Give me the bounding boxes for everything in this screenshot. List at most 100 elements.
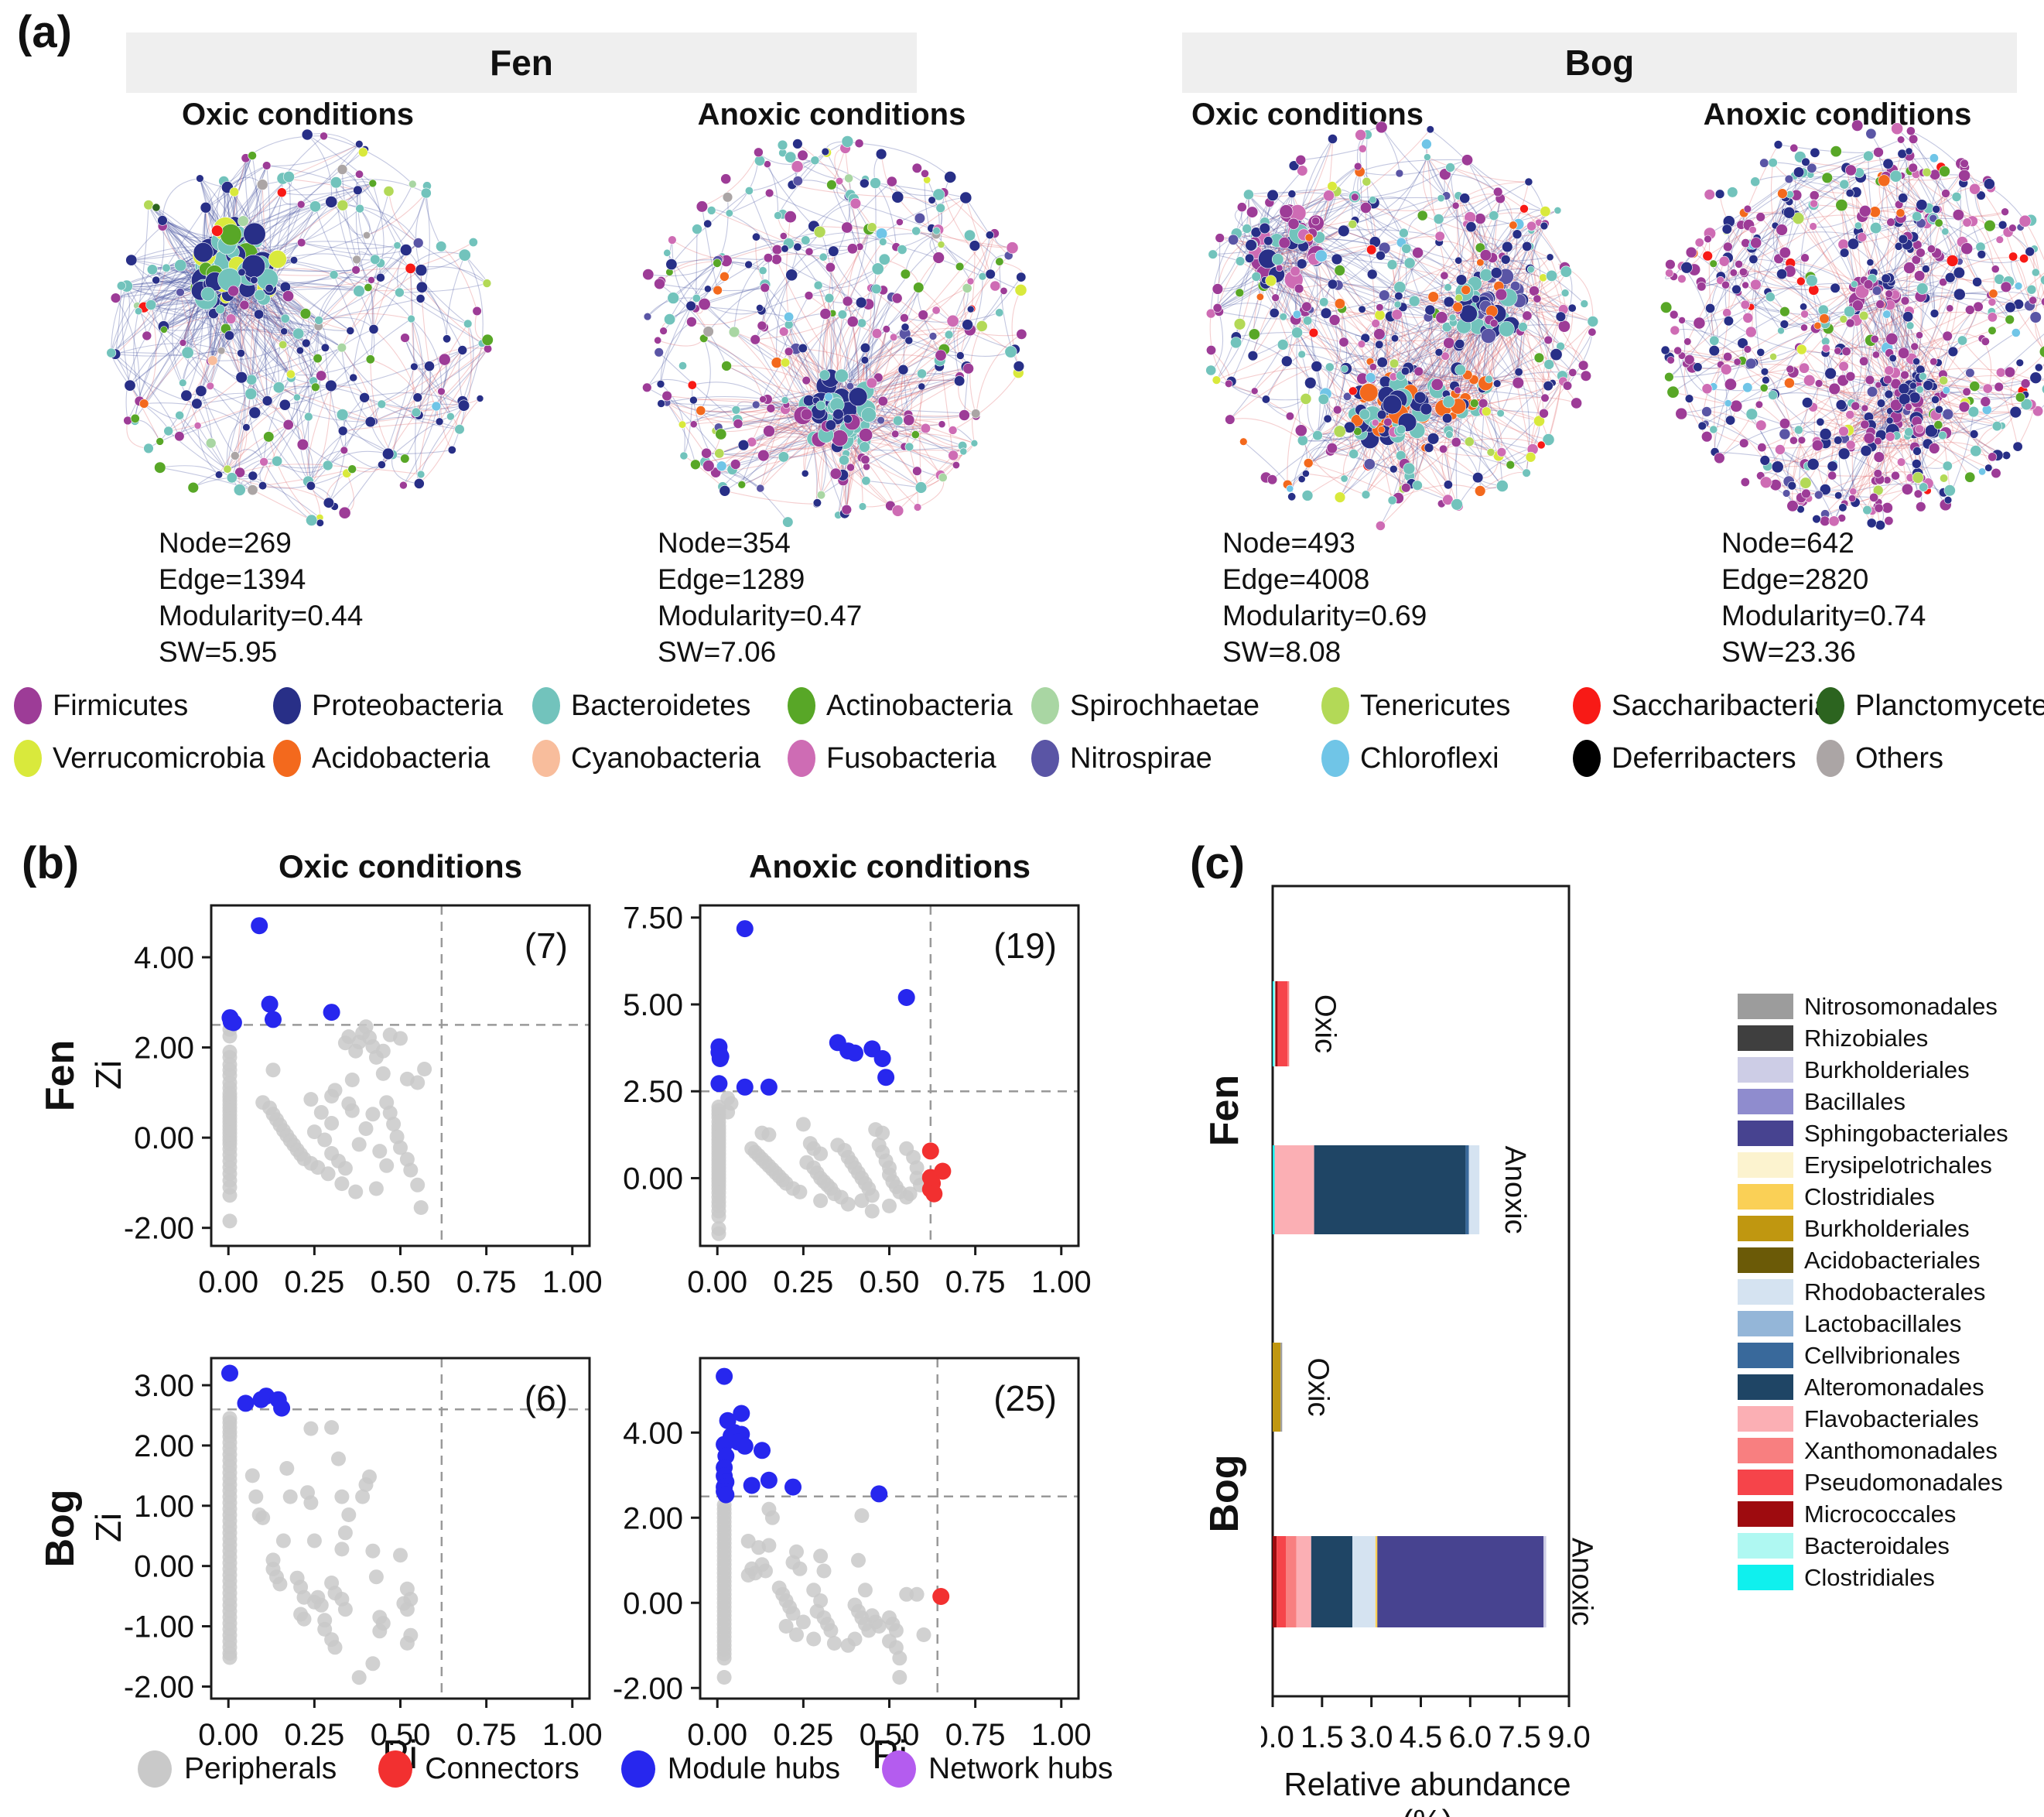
phylum-swatch — [532, 740, 560, 777]
phylum-label: Deferribacters — [1612, 741, 1796, 775]
stat-line: SW=23.36 — [1721, 636, 1856, 668]
phylum-label: Actinobacteria — [826, 689, 1013, 722]
panel-c-label: (c) — [1190, 838, 1245, 888]
network-stats-bog-oxic: Node=493 Edge=4008 Modularity=0.69 SW=8.08 — [1222, 525, 1427, 670]
svg-text:0.25: 0.25 — [284, 1718, 344, 1752]
svg-text:0.00: 0.00 — [134, 1550, 194, 1584]
order-legend-swatch — [1738, 1565, 1793, 1590]
svg-text:(6): (6) — [525, 1378, 568, 1418]
order-legend-label: Nitrosomonadales — [1804, 992, 1998, 1020]
order-legend-label: Pseudomonadales — [1804, 1468, 2003, 1496]
phylum-legend-item: Cyanobacteria — [532, 740, 788, 777]
svg-text:0.50: 0.50 — [371, 1265, 431, 1299]
order-legend-item: Micrococcales — [1738, 1498, 2008, 1530]
svg-text:1.00: 1.00 — [134, 1490, 194, 1524]
order-legend-item: Sphingobacteriales — [1738, 1117, 2008, 1149]
b-row-label-bog: Bog — [38, 1489, 83, 1568]
order-legend-item: Clostridiales — [1738, 1181, 2008, 1213]
phylum-label: Planctomycetes — [1855, 689, 2044, 722]
order-legend-item: Bacteroidales — [1738, 1530, 2008, 1562]
phylum-swatch — [14, 740, 42, 777]
order-legend-swatch — [1738, 1152, 1793, 1178]
order-legend-swatch — [1738, 1279, 1793, 1305]
order-legend-label: Flavobacteriales — [1804, 1405, 1979, 1432]
order-legend-label: Burkholderiales — [1804, 1214, 1970, 1242]
order-legend-label: Alteromonadales — [1804, 1373, 1984, 1401]
phylum-legend-item: Acidobacteria — [273, 740, 532, 777]
stat-line: Node=642 — [1721, 527, 1854, 559]
phylum-legend-item: Tenericutes — [1321, 687, 1573, 724]
phylum-label: Fusobacteria — [826, 741, 996, 775]
fen-header-band: Fen — [126, 33, 917, 93]
phylum-swatch — [273, 687, 301, 724]
phylum-legend-item: Actinobacteria — [788, 687, 1031, 724]
phylum-legend-item: Fusobacteria — [788, 740, 1031, 777]
phylum-legend-item: Bacteroidetes — [532, 687, 788, 724]
stat-line: SW=5.95 — [159, 636, 278, 668]
phylum-legend-item: Proteobacteria — [273, 687, 532, 724]
bog-header-title: Bog — [1564, 43, 1635, 83]
phylum-legend-item: Deferribacters — [1573, 740, 1817, 777]
order-legend-swatch — [1738, 1184, 1793, 1210]
svg-text:Anoxic: Anoxic — [1566, 1538, 1598, 1626]
phylum-swatch — [1031, 740, 1059, 777]
order-legend-swatch — [1738, 1406, 1793, 1432]
svg-text:2.00: 2.00 — [134, 1032, 194, 1066]
svg-text:7.50: 7.50 — [623, 902, 683, 936]
svg-text:0.75: 0.75 — [456, 1265, 517, 1299]
svg-text:2.50: 2.50 — [623, 1075, 683, 1109]
subtitle-fen-oxic: Oxic conditions — [181, 98, 415, 132]
stat-line: Modularity=0.47 — [658, 600, 863, 631]
order-legend-label: Sphingobacteriales — [1804, 1119, 2008, 1147]
svg-text:-2.00: -2.00 — [124, 1670, 194, 1704]
order-legend-swatch — [1738, 1247, 1793, 1273]
svg-text:0.75: 0.75 — [945, 1718, 1006, 1752]
phylum-label: Chloroflexi — [1360, 741, 1499, 775]
zipi-legend-item: Module hubs — [620, 1750, 840, 1788]
order-legend-swatch — [1738, 1121, 1793, 1146]
b-col-title-oxic: Oxic conditions — [278, 848, 523, 885]
subtitle-bog-anoxic: Anoxic conditions — [1703, 98, 1972, 132]
order-legend-item: Clostridiales — [1738, 1562, 2008, 1593]
order-legend-swatch — [1738, 1533, 1793, 1559]
svg-text:7.5: 7.5 — [1498, 1720, 1541, 1754]
svg-text:0.25: 0.25 — [284, 1265, 344, 1299]
scatter-fen_anoxic: 0.00 0.25 0.50 0.75 1.00 7.50 5.00 2.50 0.00 (19) — [623, 902, 1092, 1299]
phylum-legend-item: Chloroflexi — [1321, 740, 1573, 777]
svg-text:4.5: 4.5 — [1400, 1720, 1443, 1754]
order-legend-swatch — [1738, 1057, 1793, 1083]
svg-text:0.00: 0.00 — [198, 1718, 258, 1752]
subtitle-fen-anoxic: Anoxic conditions — [697, 98, 966, 132]
svg-text:Oxic: Oxic — [1308, 994, 1341, 1053]
order-legend-item: Burkholderiales — [1738, 1213, 2008, 1244]
order-legend-swatch — [1738, 1025, 1793, 1051]
stat-line: Edge=1394 — [159, 563, 306, 595]
phylum-swatch — [1031, 687, 1059, 724]
stat-line: Modularity=0.44 — [159, 600, 364, 631]
order-legend-item: Bacillales — [1738, 1086, 2008, 1117]
phylum-swatch — [788, 687, 815, 724]
network-stats-fen-anoxic: Node=354 Edge=1289 Modularity=0.47 SW=7.06 — [658, 525, 862, 670]
network-bog_anoxic — [1659, 119, 2044, 531]
svg-text:0.00: 0.00 — [134, 1121, 194, 1155]
phylum-label: Verrucomicrobia — [53, 741, 265, 775]
svg-text:Anoxic: Anoxic — [1499, 1145, 1531, 1234]
stat-line: Edge=2820 — [1721, 563, 1869, 595]
stat-line: Node=493 — [1222, 527, 1355, 559]
zipi-legend-item: Peripherals — [138, 1750, 337, 1788]
svg-text:0.00: 0.00 — [623, 1586, 683, 1620]
phylum-swatch — [1817, 740, 1844, 777]
order-legend-item: Alteromonadales — [1738, 1371, 2008, 1403]
stat-line: SW=8.08 — [1222, 636, 1342, 668]
order-legend-swatch — [1738, 1311, 1793, 1336]
zipi-legend-swatch — [378, 1750, 413, 1788]
scatter-fen_oxic: 0.00 0.25 0.50 0.75 1.004.002.000.00-2.00(7) — [124, 904, 603, 1299]
order-legend-label: Acidobacteriales — [1804, 1246, 1981, 1274]
svg-text:2.00: 2.00 — [623, 1501, 683, 1535]
order-legend-swatch — [1738, 1343, 1793, 1368]
phylum-legend-item: Others — [1817, 740, 2035, 777]
phylum-legend-item: Nitrospirae — [1031, 740, 1321, 777]
network-fen_anoxic — [642, 135, 1027, 528]
phylum-legend-item: Verrucomicrobia — [14, 740, 273, 777]
